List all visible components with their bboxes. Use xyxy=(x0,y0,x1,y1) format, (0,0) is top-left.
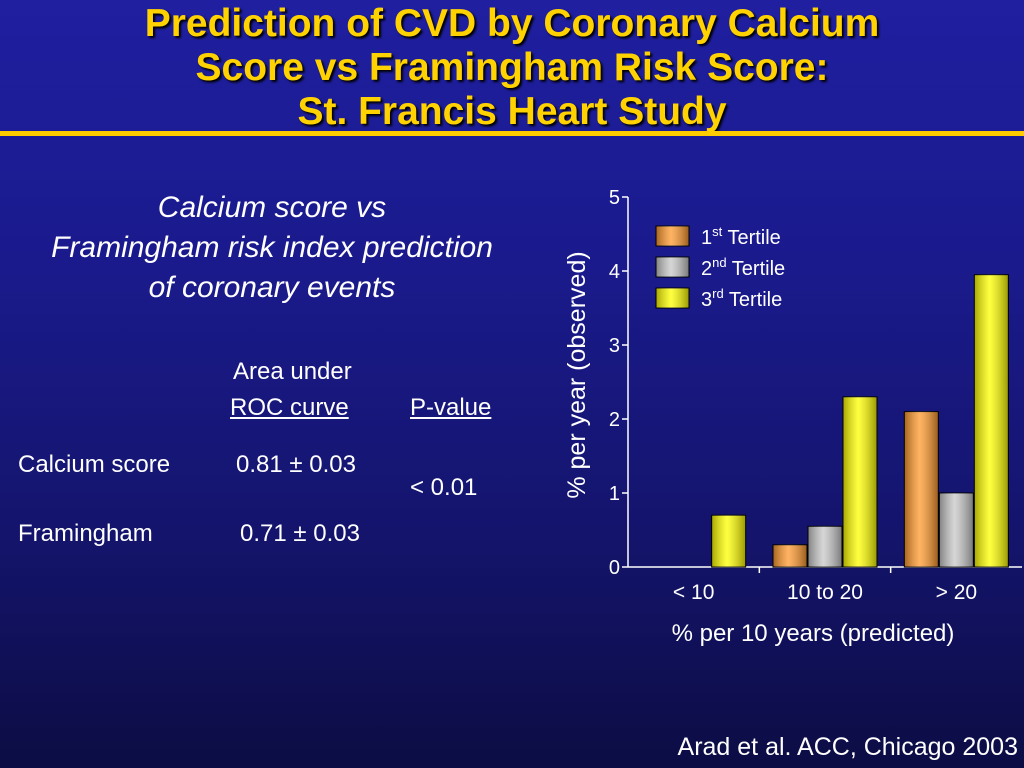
bar xyxy=(938,492,974,568)
y-tick-label: 0 xyxy=(609,557,620,579)
x-tick-label: 10 to 20 xyxy=(787,581,863,604)
header-pvalue: P-value xyxy=(410,394,492,421)
slide-title: Prediction of CVD by Coronary Calcium Sc… xyxy=(0,2,1024,134)
y-tick-label: 4 xyxy=(609,261,620,283)
legend-swatch-shading xyxy=(656,257,689,277)
caption-line-2: Framingham risk index prediction xyxy=(51,231,493,264)
legend-label: 2nd Tertile xyxy=(701,255,785,280)
header-area-line-2: ROC curve xyxy=(230,394,349,421)
bar xyxy=(772,544,808,568)
y-tick-label: 3 xyxy=(609,335,620,357)
table-caption: Calcium score vs Framingham risk index p… xyxy=(10,188,534,308)
title-line-3: St. Francis Heart Study xyxy=(297,90,727,133)
bar-shading xyxy=(773,544,807,567)
x-axis-label: % per 10 years (predicted) xyxy=(672,620,955,647)
row-label-calcium: Calcium score xyxy=(18,451,171,478)
legend-label: 3rd Tertile xyxy=(701,286,782,311)
legend-swatch-shading xyxy=(656,288,689,308)
row-area-framingham: 0.71 ± 0.03 xyxy=(240,520,360,547)
legend-swatch-shading xyxy=(656,226,689,246)
x-tick-label: > 20 xyxy=(936,581,977,604)
legend-label: 1st Tertile xyxy=(701,224,781,249)
row-area-calcium: 0.81 ± 0.03 xyxy=(236,451,356,478)
row-label-framingham: Framingham xyxy=(18,520,153,547)
bar xyxy=(903,411,939,568)
legend-item: 3rd Tertile xyxy=(655,286,782,311)
legend-item: 2nd Tertile xyxy=(655,255,785,280)
bar-shading xyxy=(808,526,842,567)
bar xyxy=(711,514,747,568)
bar xyxy=(973,274,1009,568)
bar-shading xyxy=(939,493,974,567)
pvalue-value: < 0.01 xyxy=(410,474,478,501)
bar-shading xyxy=(904,411,939,567)
legend-item: 1st Tertile xyxy=(655,224,781,249)
y-axis-label: % per year (observed) xyxy=(563,251,591,498)
caption-line-1: Calcium score vs xyxy=(157,191,387,224)
title-line-1: Prediction of CVD by Coronary Calcium xyxy=(144,2,880,45)
title-line-2: Score vs Framingham Risk Score: xyxy=(195,46,829,89)
x-tick-label: < 10 xyxy=(673,581,714,604)
y-tick-label: 2 xyxy=(609,409,620,431)
bar xyxy=(807,525,843,568)
bar xyxy=(842,396,878,568)
y-tick-label: 5 xyxy=(609,187,620,209)
bar-shading xyxy=(974,274,1009,567)
bar-shading xyxy=(843,396,877,567)
caption-line-3: of coronary events xyxy=(148,271,396,304)
header-area-line-1: Area under xyxy=(233,358,352,385)
bar-shading xyxy=(711,515,746,567)
title-divider xyxy=(0,131,1024,136)
citation: Arad et al. ACC, Chicago 2003 xyxy=(677,733,1018,761)
y-tick-label: 1 xyxy=(609,483,620,505)
